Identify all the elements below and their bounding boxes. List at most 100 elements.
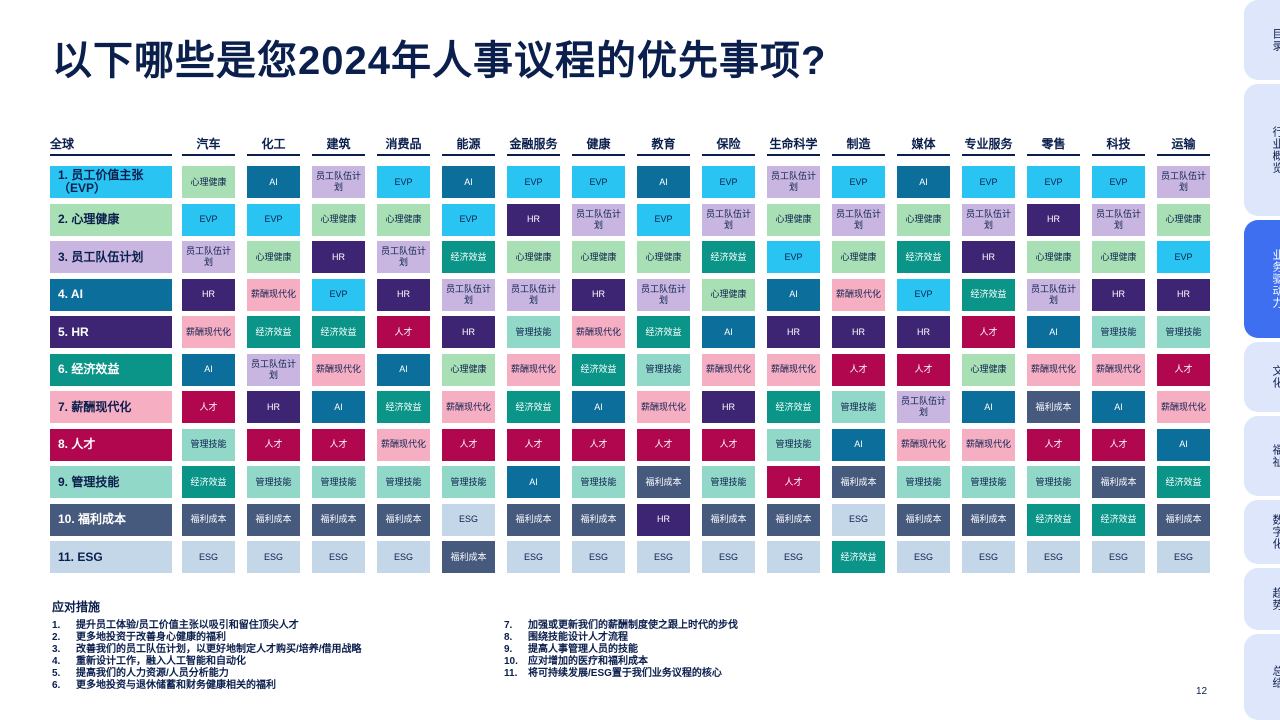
row-label: 3. 员工队伍计划 bbox=[50, 241, 172, 273]
grid-cell: AI bbox=[1027, 316, 1080, 348]
grid-cell: 福利成本 bbox=[702, 503, 755, 536]
grid-cell: EVP bbox=[897, 278, 950, 311]
grid-cell: 管理技能 bbox=[962, 466, 1015, 498]
grid-cell: HR bbox=[182, 278, 235, 311]
grid-cell: 经济效益 bbox=[507, 391, 560, 423]
side-tab-label: 文化 bbox=[1271, 365, 1280, 389]
grid-cell: 心理健康 bbox=[377, 203, 430, 236]
page-title: 以下哪些是您2024年人事议程的优先事项? bbox=[52, 39, 827, 83]
grid-cell: EVP bbox=[962, 166, 1015, 198]
grid-cell: 经济效益 bbox=[442, 241, 495, 273]
grid-cell: AI bbox=[507, 466, 560, 498]
grid-cell: 员工队伍计划 bbox=[702, 203, 755, 236]
response-text: 围绕技能设计人才流程 bbox=[528, 632, 628, 643]
grid-cell: 经济效益 bbox=[377, 391, 430, 423]
grid-cell: 经济效益 bbox=[962, 278, 1015, 311]
grid-cell: 心理健康 bbox=[1157, 203, 1210, 236]
grid-cell: 心理健康 bbox=[962, 353, 1015, 386]
response-text: 将可持续发展/ESG置于我们业务议程的核心 bbox=[528, 668, 722, 679]
grid-cell: 人才 bbox=[377, 316, 430, 348]
grid-cell: 管理技能 bbox=[832, 391, 885, 423]
grid-cell: ESG bbox=[897, 541, 950, 573]
grid-cell: 员工队伍计划 bbox=[767, 166, 820, 198]
row-label: 4. AI bbox=[50, 278, 172, 311]
side-tab[interactable]: 福祉 bbox=[1244, 416, 1280, 496]
grid-cell: AI bbox=[832, 428, 885, 461]
grid-cell: 福利成本 bbox=[962, 503, 1015, 536]
grid-cell: 福利成本 bbox=[1027, 391, 1080, 423]
grid-cell: 福利成本 bbox=[897, 503, 950, 536]
grid-cell: EVP bbox=[1092, 166, 1145, 198]
grid-cell: HR bbox=[767, 316, 820, 348]
grid-cell: 薪酬现代化 bbox=[572, 316, 625, 348]
side-tab[interactable]: 文化 bbox=[1244, 342, 1280, 412]
grid-cell: 薪酬现代化 bbox=[962, 428, 1015, 461]
response-text: 改善我们的员工队伍计划，以更好地制定人才购买/培养/借用战略 bbox=[76, 644, 362, 655]
grid-cell: EVP bbox=[247, 203, 300, 236]
side-tab[interactable]: 业务驱动力 bbox=[1244, 220, 1280, 338]
row-label: 2. 心理健康 bbox=[50, 203, 172, 236]
grid-cell: AI bbox=[962, 391, 1015, 423]
grid-cell: 员工队伍计划 bbox=[572, 203, 625, 236]
grid-cell: 人才 bbox=[832, 353, 885, 386]
grid-cell: 经济效益 bbox=[312, 316, 365, 348]
response-item: 4. 重新设计工作，融入人工智能和自动化 bbox=[52, 656, 362, 668]
grid-cell: 经济效益 bbox=[832, 541, 885, 573]
grid-cell: 薪酬现代化 bbox=[507, 353, 560, 386]
grid-cell: ESG bbox=[637, 541, 690, 573]
grid-cell: 管理技能 bbox=[897, 466, 950, 498]
grid-cell: 薪酬现代化 bbox=[702, 353, 755, 386]
grid-cell: 心理健康 bbox=[247, 241, 300, 273]
row-label: 1. 员工价值主张 （EVP） bbox=[50, 166, 172, 198]
side-tab[interactable]: 总结 bbox=[1244, 634, 1280, 720]
response-text: 加强或更新我们的薪酬制度使之跟上时代的步伐 bbox=[528, 620, 738, 631]
grid-cell: 管理技能 bbox=[442, 466, 495, 498]
grid-cell: 心理健康 bbox=[767, 203, 820, 236]
row-label: 5. HR bbox=[50, 316, 172, 348]
grid-cell: AI bbox=[702, 316, 755, 348]
grid-cell: 管理技能 bbox=[637, 353, 690, 386]
grid-cell: 管理技能 bbox=[572, 466, 625, 498]
grid-cell: 薪酬现代化 bbox=[182, 316, 235, 348]
grid-cell: AI bbox=[572, 391, 625, 423]
response-number: 11. bbox=[504, 668, 518, 679]
grid-cell: 福利成本 bbox=[442, 541, 495, 573]
grid-cell: 心理健康 bbox=[182, 166, 235, 198]
side-tab[interactable]: 数字化 bbox=[1244, 500, 1280, 564]
response-text: 更多地投资与退休储蓄和财务健康相关的福利 bbox=[76, 680, 276, 691]
grid-cell: 员工队伍计划 bbox=[962, 203, 1015, 236]
column-header: 教育 bbox=[637, 136, 690, 156]
grid-cell: 经济效益 bbox=[637, 316, 690, 348]
grid-cell: ESG bbox=[1092, 541, 1145, 573]
response-number: 4. bbox=[52, 656, 61, 667]
side-tab[interactable]: 目录 bbox=[1244, 0, 1280, 80]
grid-cell: 人才 bbox=[702, 428, 755, 461]
grid-cell: 人才 bbox=[247, 428, 300, 461]
grid-cell: 薪酬现代化 bbox=[1027, 353, 1080, 386]
response-number: 10. bbox=[504, 656, 518, 667]
grid-cell: 经济效益 bbox=[247, 316, 300, 348]
grid-cell: 经济效益 bbox=[1092, 503, 1145, 536]
side-tab[interactable]: 趋势 bbox=[1244, 568, 1280, 630]
grid-cell: 人才 bbox=[637, 428, 690, 461]
response-text: 提高我们的人力资源/人员分析能力 bbox=[76, 668, 229, 679]
grid-cell: EVP bbox=[637, 203, 690, 236]
grid-cell: 管理技能 bbox=[1157, 316, 1210, 348]
grid-cell: AI bbox=[1092, 391, 1145, 423]
grid-cell: HR bbox=[312, 241, 365, 273]
grid-cell: 心理健康 bbox=[572, 241, 625, 273]
grid-cell: ESG bbox=[1157, 541, 1210, 573]
grid-cell: 人才 bbox=[312, 428, 365, 461]
side-tab[interactable]: 行业概览 bbox=[1244, 84, 1280, 216]
grid-cell: 员工队伍计划 bbox=[897, 391, 950, 423]
response-number: 7. bbox=[504, 620, 513, 631]
grid-cell: HR bbox=[1092, 278, 1145, 311]
grid-cell: 管理技能 bbox=[1092, 316, 1145, 348]
response-item: 1. 提升员工体验/员工价值主张以吸引和留住顶尖人才 bbox=[52, 620, 362, 632]
grid-cell: 心理健康 bbox=[702, 278, 755, 311]
response-item: 11. 将可持续发展/ESG置于我们业务议程的核心 bbox=[504, 668, 738, 680]
grid-cell: EVP bbox=[702, 166, 755, 198]
grid-cell: 福利成本 bbox=[832, 466, 885, 498]
row-label: 8. 人才 bbox=[50, 428, 172, 461]
grid-cell: HR bbox=[637, 503, 690, 536]
